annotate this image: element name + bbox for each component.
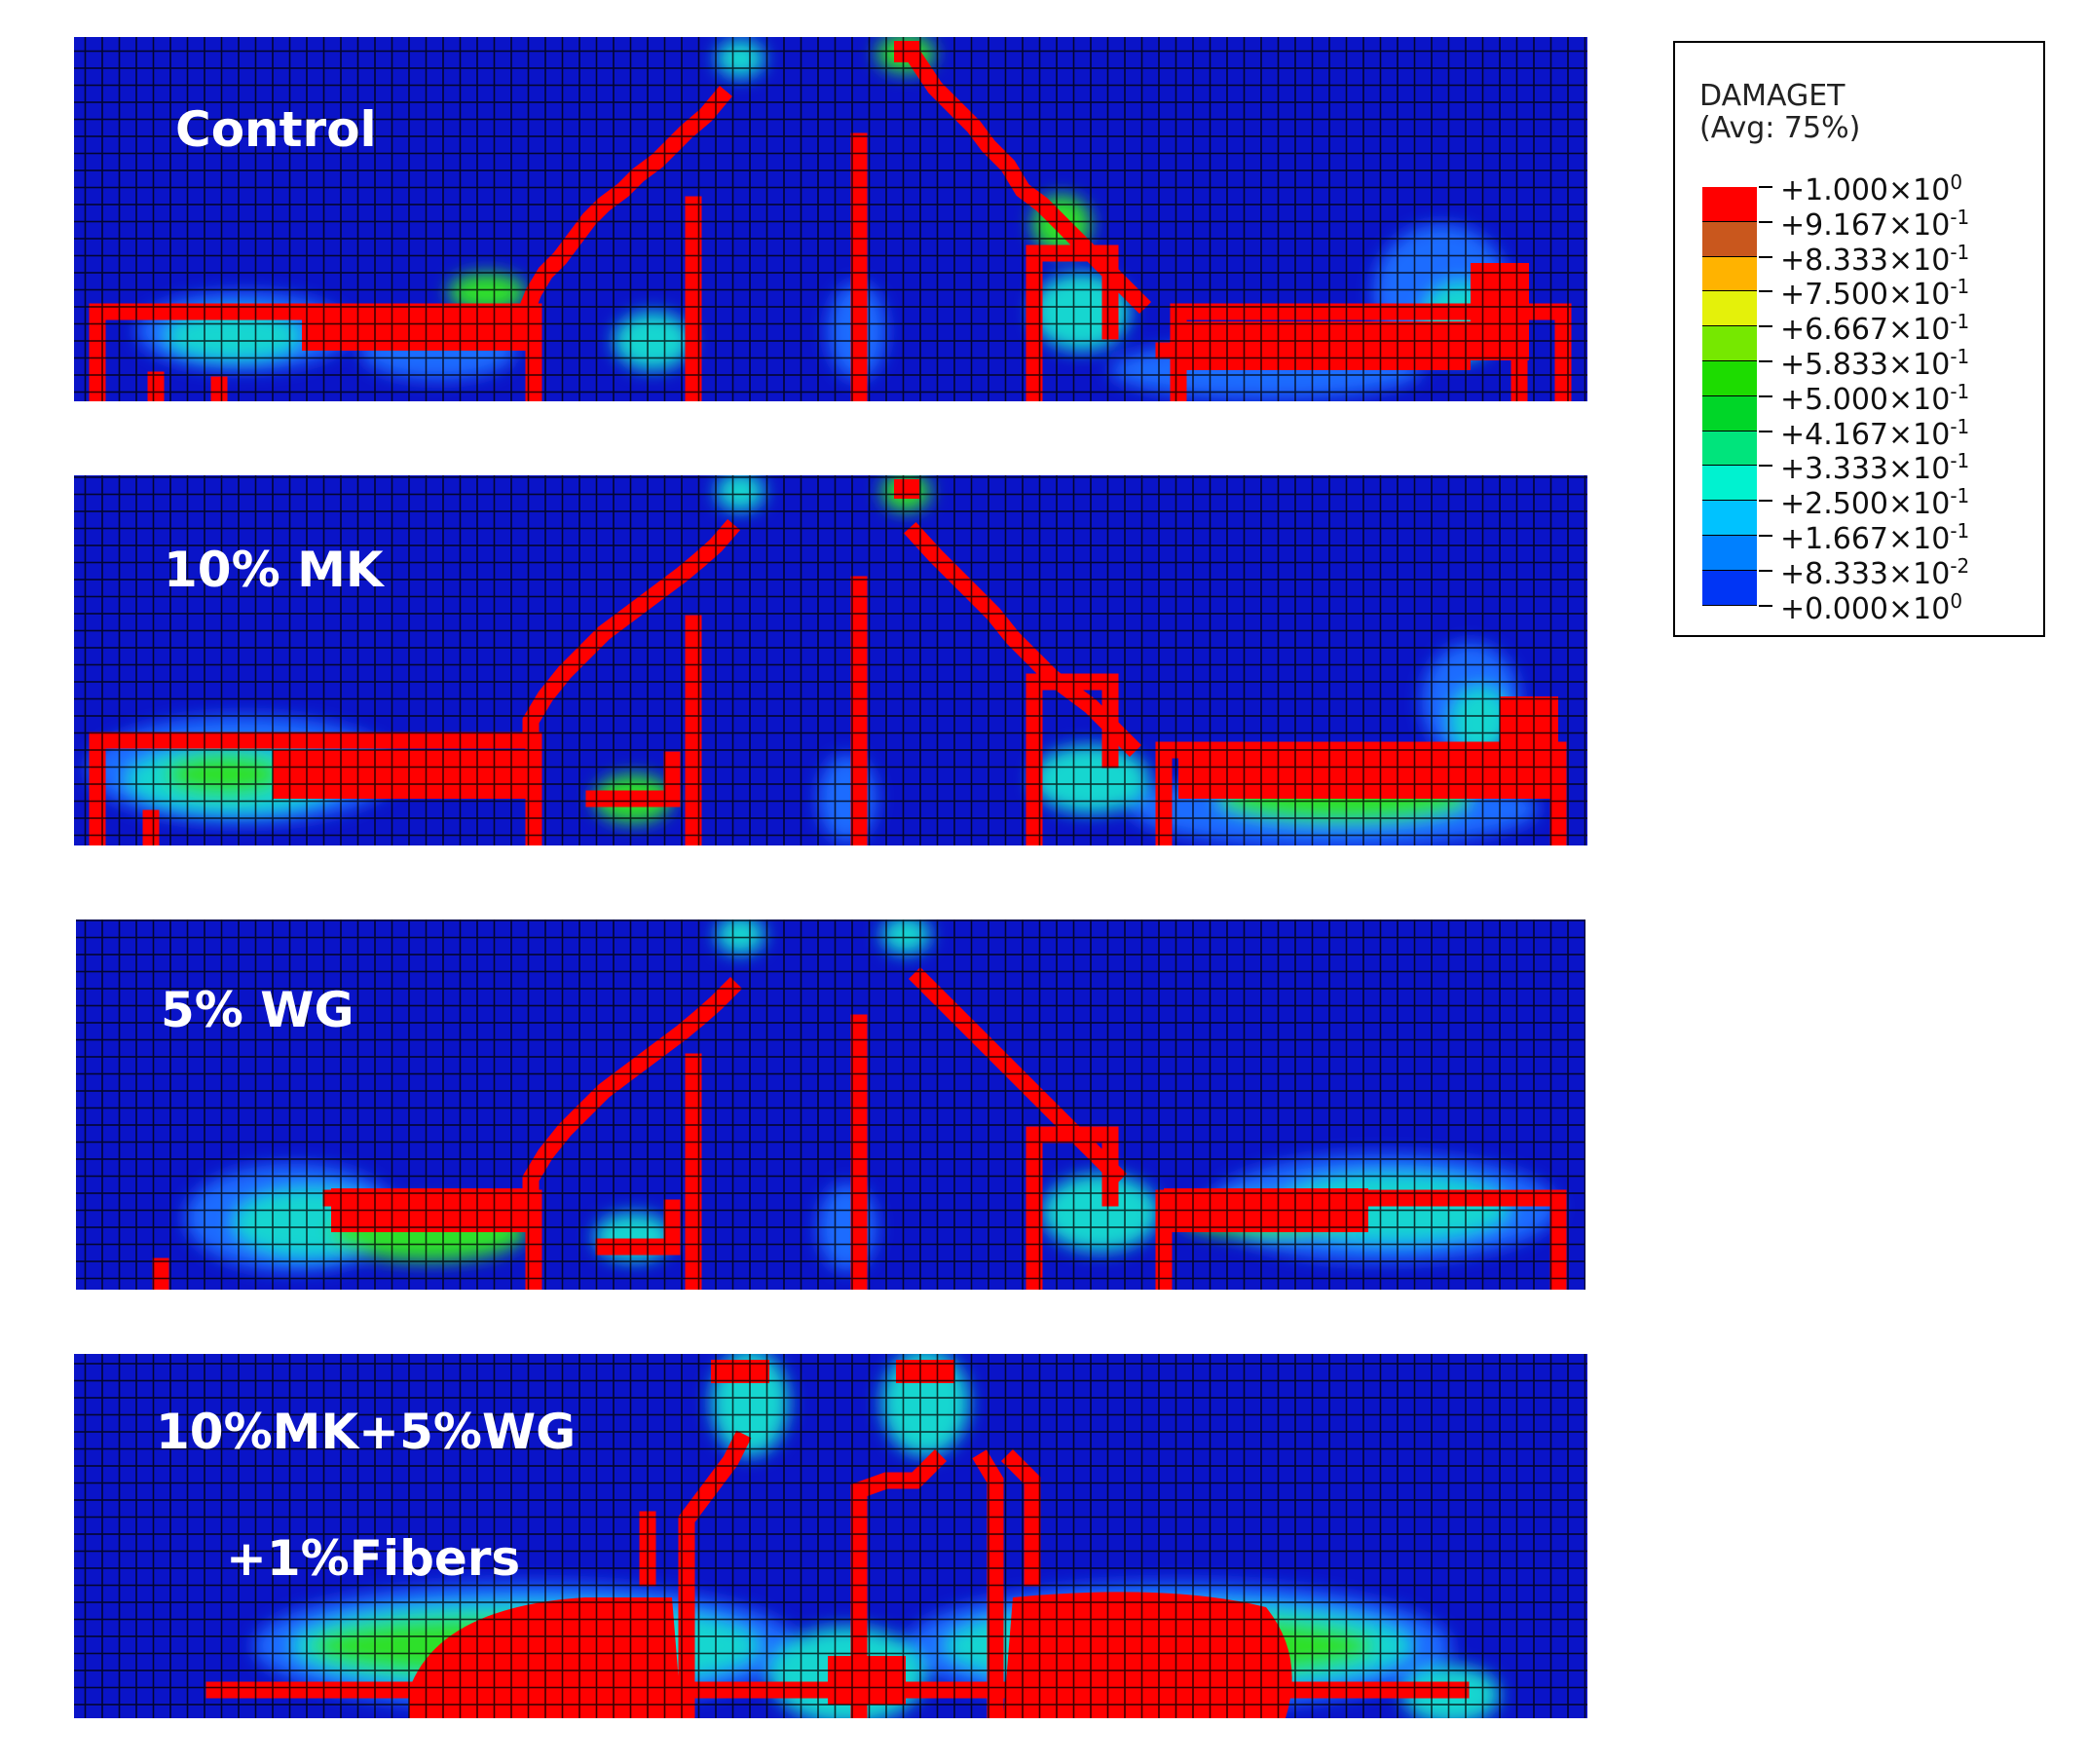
legend-tick-exponent: -1 [1950,449,1970,473]
legend-tick-label: +2.500×10-1 [1780,486,1969,519]
legend-tick-label: +4.167×10-1 [1780,417,1969,450]
legend-tick-exponent: -1 [1950,205,1970,229]
legend-tick [1759,186,1772,188]
legend-tick-mantissa: +1.000×10 [1780,173,1951,207]
legend-tick-label: +5.833×10-1 [1780,347,1969,380]
legend-tick-exponent: -1 [1950,240,1970,264]
legend-tick-label: +0.000×100 [1780,591,1962,624]
legend-tick [1759,255,1772,258]
panel-10-mk [74,475,1587,845]
legend-tick-exponent: 0 [1950,588,1963,613]
legend-tick-mantissa: +5.833×10 [1780,348,1951,382]
legend-swatch [1702,187,1757,222]
legend-tick-label: +8.333×10-1 [1780,243,1969,276]
panel-label-fibers: +1%Fibers [226,1530,521,1587]
legend-tick-label: +7.500×10-1 [1780,277,1969,310]
legend-tick-exponent: -1 [1950,379,1970,403]
legend-swatch [1702,326,1757,361]
panel-control [74,37,1587,401]
legend-tick-mantissa: +2.500×10 [1780,487,1951,522]
legend-tick-exponent: -1 [1950,310,1970,334]
panel-mk-wg-fibers [74,1354,1587,1718]
legend-swatch [1702,360,1757,396]
legend-swatch [1702,395,1757,432]
legend-tick-label: +3.333×10-1 [1780,451,1969,484]
legend-tick-exponent: -1 [1950,275,1970,299]
legend-tick [1759,569,1772,572]
legend-tick-exponent: -1 [1950,414,1970,438]
legend-title: DAMAGET (Avg: 75%) [1699,80,1860,144]
legend-swatch [1702,466,1757,502]
legend-tick [1759,220,1772,223]
legend-swatch [1702,291,1757,327]
legend-variable: DAMAGET [1699,79,1846,113]
panel-label-5-wg: 5% WG [161,982,354,1038]
legend-tick-mantissa: +5.000×10 [1780,382,1951,417]
legend-tick [1759,465,1772,468]
legend-tick [1759,500,1772,503]
legend-tick-label: +9.167×10-1 [1780,207,1969,241]
legend-tick-mantissa: +0.000×10 [1780,591,1951,626]
legend-tick-exponent: -1 [1950,484,1970,508]
panel-label-mk-wg: 10%MK+5%WG [156,1404,577,1460]
legend-swatch [1702,501,1757,536]
legend-tick-exponent: -1 [1950,345,1970,368]
legend-tick-label: +5.000×10-1 [1780,382,1969,415]
legend-tick-exponent: -1 [1950,519,1970,543]
legend-swatch [1702,535,1757,571]
legend-tick-mantissa: +8.333×10 [1780,243,1951,278]
legend-tick-label: +6.667×10-1 [1780,312,1969,345]
legend-tick-exponent: 0 [1950,170,1963,194]
legend-swatch [1702,221,1757,257]
legend-tick-mantissa: +3.333×10 [1780,452,1951,487]
legend-tick-label: +1.667×10-1 [1780,521,1969,554]
legend-swatch [1702,431,1757,467]
legend-tick [1759,604,1772,607]
panel-label-10-mk: 10% MK [164,542,384,598]
legend-tick-mantissa: +8.333×10 [1780,556,1951,591]
panel-label-control: Control [175,101,377,158]
legend-swatch [1702,570,1757,606]
legend-tick-exponent: -2 [1950,553,1970,578]
legend-tick-mantissa: +7.500×10 [1780,278,1951,313]
legend-tick [1759,360,1772,362]
legend-tick-label: +8.333×10-2 [1780,556,1969,589]
legend-tick [1759,290,1772,293]
legend-swatch [1702,256,1757,292]
legend-tick [1759,535,1772,537]
legend-tick-label: +1.000×100 [1780,172,1962,206]
legend-color-scale [1702,187,1757,606]
legend-tick-mantissa: +6.667×10 [1780,313,1951,348]
panel-5-wg [76,920,1585,1290]
legend-tick [1759,325,1772,328]
legend-tick-mantissa: +9.167×10 [1780,207,1951,243]
legend-tick-mantissa: +4.167×10 [1780,417,1951,452]
legend-tick [1759,430,1772,432]
legend-tick-mantissa: +1.667×10 [1780,522,1951,556]
legend-tick [1759,394,1772,397]
legend-averaging: (Avg: 75%) [1699,111,1861,145]
